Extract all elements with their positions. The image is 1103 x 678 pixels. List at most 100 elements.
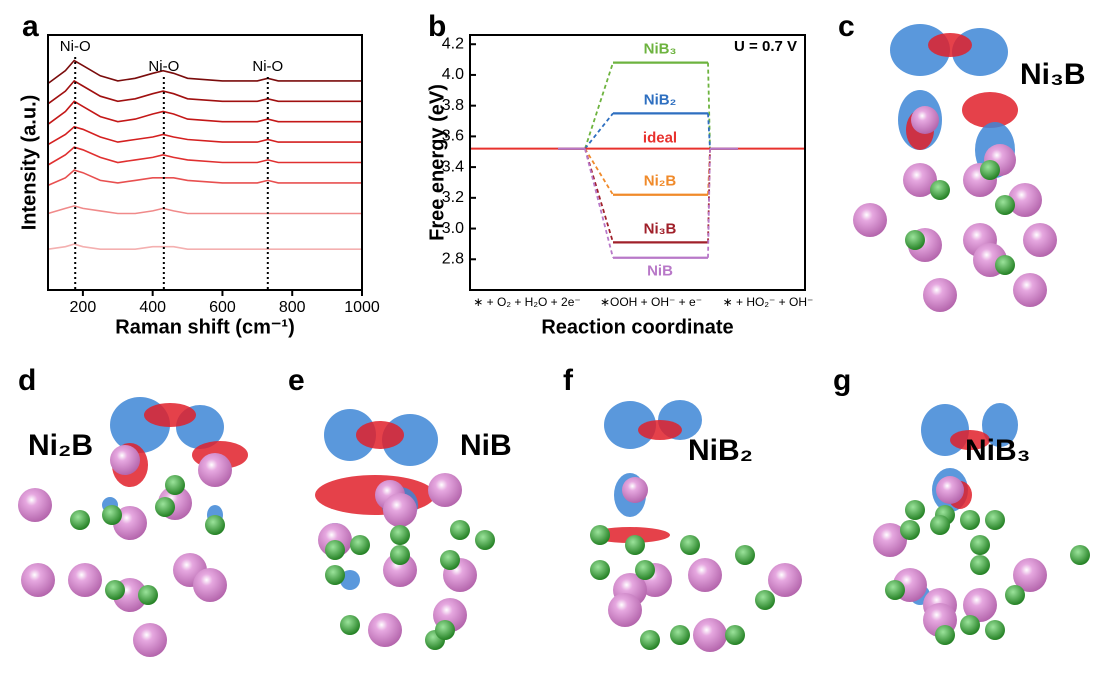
b-atom (635, 560, 655, 580)
marker-label: Ni-O (148, 58, 179, 75)
structure-label: Ni₃B (1020, 58, 1086, 91)
b-atom (1070, 545, 1090, 565)
y-tick-label: 4.2 (442, 35, 464, 52)
b-atom (625, 535, 645, 555)
b-atom (450, 520, 470, 540)
panel-letter: f (563, 364, 574, 397)
ni-atom (923, 278, 957, 312)
marker-label: Ni-O (60, 38, 91, 55)
annotation: U = 0.7 V (734, 38, 797, 55)
ni-atom (110, 445, 140, 475)
b-atom (102, 505, 122, 525)
charge-lobe (962, 92, 1018, 128)
charge-lobe (638, 420, 682, 440)
level-label: NiB₃ (644, 41, 677, 58)
b-atom (155, 497, 175, 517)
x-tick-label: 200 (70, 299, 97, 316)
panel-letter: e (288, 364, 305, 397)
b-atom (900, 520, 920, 540)
ni-atom (1013, 558, 1047, 592)
x-tick-label: ∗ + O₂ + H₂O + 2e⁻ (473, 295, 580, 309)
panel-letter: a (22, 10, 39, 43)
ni-atom (963, 588, 997, 622)
charge-lobe (324, 409, 376, 461)
charge-lobe (356, 421, 404, 449)
b-atom (350, 535, 370, 555)
y-axis-label: Intensity (a.u.) (18, 95, 40, 231)
x-tick-label: 400 (139, 299, 166, 316)
ni-atom (368, 613, 402, 647)
b-atom (980, 160, 1000, 180)
b-atom (960, 615, 980, 635)
structure-label: NiB (460, 429, 512, 462)
b-atom (725, 625, 745, 645)
b-atom (435, 620, 455, 640)
level-label: Ni₃B (644, 220, 677, 237)
ni-atom (18, 488, 52, 522)
structure-label: Ni₂B (28, 429, 93, 462)
y-tick-label: 3.4 (442, 158, 464, 175)
structure-label: NiB₂ (688, 434, 753, 467)
ni-atom (68, 563, 102, 597)
ni-atom (1023, 223, 1057, 257)
x-tick-label: 600 (209, 299, 236, 316)
x-tick-label: 1000 (344, 299, 380, 316)
b-atom (755, 590, 775, 610)
ni-atom (198, 453, 232, 487)
panel-letter: d (18, 364, 36, 397)
spectrum (47, 100, 362, 125)
connector (584, 62, 614, 149)
panel-letter: b (428, 10, 446, 43)
b-atom (590, 560, 610, 580)
level-label: NiB (647, 263, 673, 280)
structure-label: NiB₃ (965, 434, 1031, 467)
x-axis-label: Raman shift (cm⁻¹) (115, 316, 294, 338)
b-atom (995, 195, 1015, 215)
spectrum (47, 79, 362, 105)
ni-atom (853, 203, 887, 237)
y-tick-label: 3.2 (442, 189, 464, 206)
plot-frame (469, 34, 806, 291)
b-atom (935, 625, 955, 645)
b-atom (905, 230, 925, 250)
y-tick-label: 2.8 (442, 250, 464, 267)
y-axis-label: Free energy (eV) (426, 84, 448, 241)
b-atom (205, 515, 225, 535)
y-tick-label: 4.0 (442, 66, 464, 83)
charge-lobe (144, 403, 196, 427)
spectrum (47, 146, 362, 166)
ni-atom (133, 623, 167, 657)
b-atom (960, 510, 980, 530)
y-tick-label: 3.0 (442, 220, 464, 237)
b-atom (475, 530, 495, 550)
spectrum (47, 169, 362, 187)
plot-frame (47, 34, 363, 291)
b-atom (905, 500, 925, 520)
charge-lobe (950, 430, 990, 450)
x-tick-label: ∗ + HO₂⁻ + OH⁻ (723, 295, 814, 309)
b-atom (735, 545, 755, 565)
b-atom (930, 515, 950, 535)
connector (707, 148, 711, 258)
b-atom (325, 540, 345, 560)
b-atom (325, 565, 345, 585)
x-tick-label: 800 (279, 299, 306, 316)
ni-atom (608, 593, 642, 627)
ni-atom (911, 106, 939, 134)
connector (584, 148, 614, 196)
ni-atom (21, 563, 55, 597)
b-atom (1005, 585, 1025, 605)
b-atom (340, 615, 360, 635)
b-atom (930, 180, 950, 200)
charge-lobe (928, 33, 972, 57)
b-atom (885, 580, 905, 600)
level-label: Ni₂B (644, 173, 677, 190)
b-atom (70, 510, 90, 530)
ni-atom (428, 473, 462, 507)
b-atom (680, 535, 700, 555)
charge-lobe (982, 403, 1018, 447)
b-atom (105, 580, 125, 600)
ni-atom (383, 493, 417, 527)
level-label: ideal (643, 130, 677, 147)
